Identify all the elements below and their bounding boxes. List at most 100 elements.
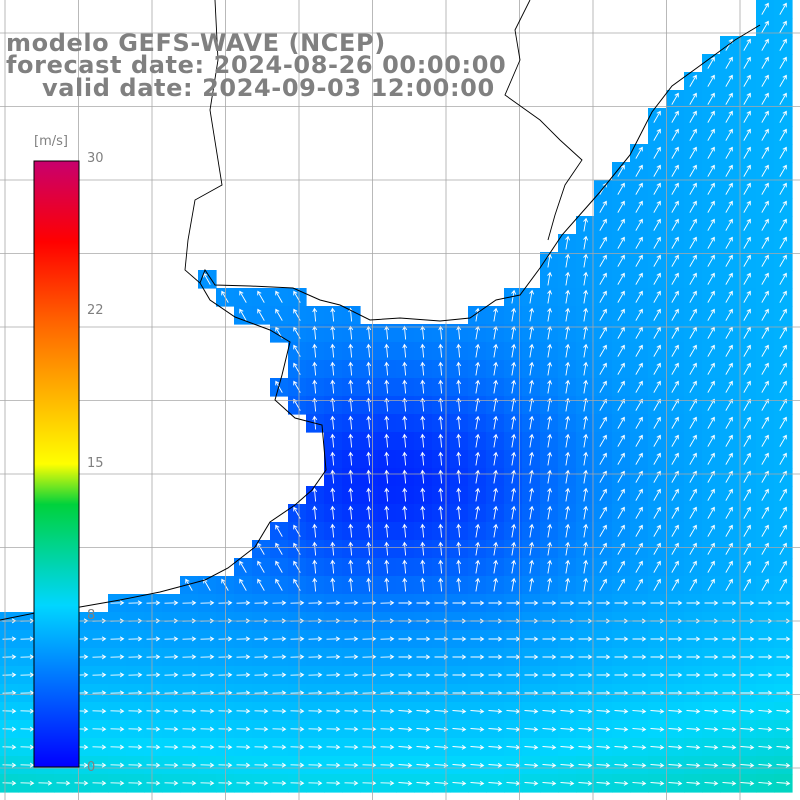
wind-arrow — [456, 343, 462, 358]
wind-arrow — [330, 325, 336, 340]
wind-arrow — [362, 744, 377, 750]
wind-arrow — [402, 415, 408, 430]
wind-arrow — [779, 506, 787, 519]
wind-arrow — [583, 469, 589, 484]
wind-arrow — [362, 600, 377, 606]
wind-arrow — [452, 672, 467, 678]
wind-arrow — [326, 636, 341, 642]
wind-arrow — [779, 164, 787, 177]
wind-arrow — [686, 780, 701, 786]
wind-arrow — [650, 708, 665, 714]
wind-arrow — [704, 600, 719, 606]
wind-arrow — [254, 762, 269, 768]
wind-arrow — [722, 744, 737, 750]
wind-arrow — [740, 744, 755, 750]
wind-arrow — [650, 654, 665, 660]
wind-arrow — [653, 110, 661, 123]
wind-arrow — [438, 469, 444, 484]
wind-arrow — [617, 272, 625, 285]
wind-arrow — [617, 560, 625, 573]
wind-arrow — [330, 469, 336, 484]
wind-arrow — [565, 415, 571, 430]
wind-arrow — [707, 506, 715, 519]
wind-arrow — [761, 218, 769, 231]
wind-arrow — [182, 636, 197, 642]
wind-arrow — [272, 726, 287, 732]
wind-arrow — [452, 708, 467, 714]
wind-arrow — [635, 380, 643, 393]
wind-arrow — [707, 254, 715, 267]
wind-arrow — [456, 559, 462, 574]
wind-arrow — [290, 636, 305, 642]
wind-arrow — [740, 636, 755, 642]
wind-arrow — [671, 542, 679, 555]
wind-arrow — [272, 672, 287, 678]
wind-arrow — [722, 762, 737, 768]
wind-arrow — [632, 636, 647, 642]
wind-arrow — [434, 600, 449, 606]
wind-arrow — [524, 600, 539, 606]
wind-arrow — [617, 200, 625, 213]
wind-arrow — [689, 200, 697, 213]
wind-arrow — [743, 560, 751, 573]
wind-arrow — [565, 307, 571, 322]
wind-arrow — [779, 92, 787, 105]
wind-arrow — [725, 290, 733, 303]
wind-arrow — [529, 415, 535, 430]
wind-arrow — [272, 654, 287, 660]
wind-arrow — [565, 379, 571, 394]
wind-arrow — [475, 523, 481, 538]
wind-arrow — [348, 577, 354, 592]
colorbar-tick-label: 30 — [87, 151, 104, 166]
wind-arrow — [779, 380, 787, 393]
wind-arrow — [218, 636, 233, 642]
wind-arrow — [164, 780, 179, 786]
wind-arrow — [758, 708, 773, 714]
wind-arrow — [668, 654, 683, 660]
wind-arrow — [308, 762, 323, 768]
wind-arrow — [689, 452, 697, 465]
wind-arrow — [312, 523, 318, 538]
wind-arrow — [707, 290, 715, 303]
wind-arrow — [92, 780, 107, 786]
wind-arrow — [308, 780, 323, 786]
wind-arrow — [488, 744, 503, 750]
wind-arrow — [565, 235, 571, 250]
colorbar-gradient — [33, 160, 80, 768]
wind-arrow — [635, 542, 643, 555]
wind-arrow — [529, 343, 535, 358]
wind-arrow — [272, 744, 287, 750]
wind-arrow — [583, 577, 589, 592]
wind-arrow — [707, 524, 715, 537]
wind-arrow — [366, 505, 372, 520]
wind-arrow — [707, 92, 715, 105]
wind-arrow — [200, 708, 215, 714]
wind-arrow — [110, 708, 125, 714]
wind-arrow — [275, 524, 283, 537]
wind-arrow — [402, 451, 408, 466]
wind-arrow — [128, 780, 143, 786]
wind-arrow — [668, 636, 683, 642]
title-valid-date: valid date: 2024-09-03 12:00:00 — [42, 74, 495, 102]
wind-arrow — [366, 541, 372, 556]
wind-arrow — [578, 762, 593, 768]
wind-arrow — [218, 672, 233, 678]
wind-arrow — [348, 343, 354, 358]
wind-arrow — [761, 434, 769, 447]
wind-arrow — [511, 541, 517, 556]
wind-arrow — [456, 469, 462, 484]
wind-arrow — [632, 672, 647, 678]
wind-arrow — [488, 654, 503, 660]
wind-arrow — [524, 672, 539, 678]
wind-arrow — [779, 290, 787, 303]
wind-arrow — [653, 344, 661, 357]
wind-arrow — [438, 487, 444, 502]
wind-arrow — [565, 433, 571, 448]
wind-arrow — [578, 600, 593, 606]
wind-arrow — [547, 415, 553, 430]
wind-arrow — [308, 744, 323, 750]
wind-arrow — [758, 744, 773, 750]
wind-arrow — [740, 726, 755, 732]
wind-arrow — [128, 636, 143, 642]
wind-arrow — [689, 308, 697, 321]
